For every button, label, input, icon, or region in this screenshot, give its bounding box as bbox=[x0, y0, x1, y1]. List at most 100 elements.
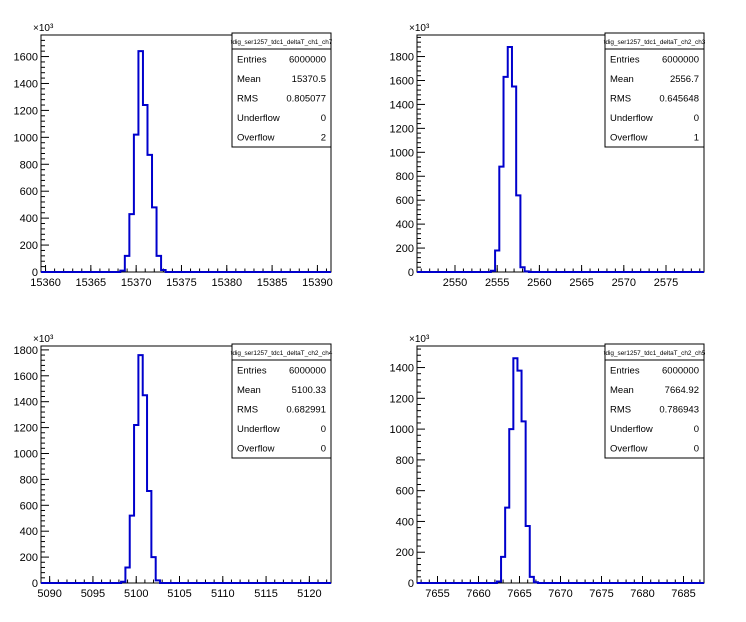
x-tick-label: 15365 bbox=[76, 277, 107, 289]
y-tick-label: 1600 bbox=[390, 75, 414, 87]
histogram-bin bbox=[497, 581, 501, 583]
histogram-panel-3: 0 200 400 600 800 1000 1200 1400 1600 1800 5090 509… bbox=[14, 334, 333, 600]
histogram-panel-4: 0 200 400 600 800 1000 1200 1400 7655 7660 7665 767… bbox=[390, 334, 706, 600]
histogram-bin bbox=[530, 577, 534, 583]
stat-label: Mean bbox=[237, 385, 261, 396]
y-tick-label: 200 bbox=[20, 240, 38, 252]
y-tick-label: 600 bbox=[396, 486, 414, 498]
y-multiplier-label: ×10³ bbox=[409, 23, 430, 34]
stat-label: Underflow bbox=[610, 424, 653, 435]
histogram-bin bbox=[499, 167, 503, 272]
x-tick-label: 7680 bbox=[630, 588, 654, 600]
stats-box-frame bbox=[231, 343, 332, 459]
stats-box: tdig_ser1257_tdc1_deltaT_ch2_ch3 Entries 6… bbox=[604, 32, 706, 148]
y-tick-label: 600 bbox=[20, 500, 38, 512]
histogram-bin bbox=[152, 207, 157, 272]
y-tick-label: 1800 bbox=[390, 52, 414, 64]
stat-value: 0.645648 bbox=[659, 94, 699, 105]
y-tick-label: 400 bbox=[396, 516, 414, 528]
x-tick-label: 15370 bbox=[121, 277, 152, 289]
histogram-bin bbox=[509, 429, 513, 583]
histogram-bin bbox=[157, 256, 162, 272]
stat-value: 0 bbox=[321, 113, 326, 124]
x-tick-label: 15385 bbox=[257, 277, 288, 289]
stat-value: 0 bbox=[694, 444, 699, 455]
y-tick-label: 1400 bbox=[14, 78, 38, 90]
histogram-bin bbox=[134, 425, 138, 583]
stat-label: RMS bbox=[237, 94, 258, 105]
histogram-bin bbox=[125, 567, 129, 583]
histogram-bin bbox=[129, 214, 134, 272]
x-tick-label: 7685 bbox=[671, 588, 695, 600]
stat-label: Mean bbox=[610, 385, 634, 396]
x-tick-label: 5090 bbox=[37, 588, 61, 600]
y-tick-label: 1200 bbox=[14, 105, 38, 117]
histogram-bin bbox=[156, 580, 160, 583]
histogram-bin bbox=[125, 256, 130, 272]
x-tick-label: 2550 bbox=[443, 277, 467, 289]
x-tick-label: 15390 bbox=[302, 277, 333, 289]
histogram-line bbox=[41, 354, 331, 584]
stat-label: Entries bbox=[237, 365, 267, 376]
stats-box-frame bbox=[231, 32, 332, 148]
histogram-title: tdig_ser1257_tdc1_deltaT_ch2_ch5 bbox=[604, 350, 706, 357]
histogram-bin bbox=[138, 355, 142, 583]
stat-label: Underflow bbox=[237, 424, 280, 435]
y-multiplier-label: ×10³ bbox=[33, 334, 54, 345]
stat-label: Overflow bbox=[237, 133, 275, 144]
y-tick-label: 1200 bbox=[390, 123, 414, 135]
stat-value: 0 bbox=[694, 113, 699, 124]
stat-value: 1 bbox=[694, 133, 699, 144]
y-tick-label: 1400 bbox=[14, 397, 38, 409]
stat-label: RMS bbox=[610, 405, 631, 416]
histogram-bin bbox=[143, 105, 148, 272]
stat-value: 2556.7 bbox=[670, 74, 699, 85]
histogram-bin bbox=[121, 582, 125, 583]
y-tick-label: 600 bbox=[20, 186, 38, 198]
histogram-bin bbox=[151, 557, 155, 583]
y-tick-label: 1000 bbox=[390, 147, 414, 159]
histogram-bin bbox=[512, 86, 516, 272]
stat-label: Underflow bbox=[237, 113, 280, 124]
histogram-title: tdig_ser1257_tdc1_deltaT_ch2_ch3 bbox=[604, 39, 706, 46]
histogram-bin bbox=[120, 271, 125, 272]
stat-label: Mean bbox=[610, 74, 634, 85]
y-tick-label: 1800 bbox=[14, 345, 38, 357]
y-tick-label: 1000 bbox=[14, 132, 38, 144]
x-tick-label: 7660 bbox=[466, 588, 490, 600]
stat-value: 0 bbox=[321, 444, 326, 455]
histogram-bin bbox=[161, 270, 166, 272]
histogram-bin bbox=[522, 421, 526, 583]
y-tick-label: 800 bbox=[396, 455, 414, 467]
histogram-bin bbox=[134, 135, 139, 272]
histogram-bin bbox=[138, 51, 143, 272]
stat-value: 0 bbox=[694, 424, 699, 435]
histogram-bin bbox=[526, 526, 530, 583]
x-tick-label: 2575 bbox=[654, 277, 678, 289]
x-tick-label: 7665 bbox=[507, 588, 531, 600]
y-tick-label: 600 bbox=[396, 195, 414, 207]
x-tick-label: 2555 bbox=[485, 277, 509, 289]
stat-value: 6000000 bbox=[289, 54, 326, 65]
stats-box-frame bbox=[604, 32, 705, 148]
stat-value: 0.805077 bbox=[286, 94, 326, 105]
x-tick-label: 2560 bbox=[527, 277, 551, 289]
y-multiplier-label: ×10³ bbox=[409, 334, 430, 345]
histogram-bin bbox=[534, 582, 538, 583]
y-tick-label: 800 bbox=[396, 171, 414, 183]
stats-box: tdig_ser1257_tdc1_deltaT_ch2_ch4 Entries 6… bbox=[231, 343, 333, 459]
x-tick-label: 15380 bbox=[211, 277, 242, 289]
histogram-bin bbox=[491, 271, 495, 272]
stat-label: Entries bbox=[237, 54, 267, 65]
stat-label: Overflow bbox=[237, 444, 275, 455]
stat-label: Mean bbox=[237, 74, 261, 85]
y-tick-label: 1600 bbox=[14, 371, 38, 383]
stats-box-frame bbox=[604, 343, 705, 459]
x-tick-label: 7670 bbox=[548, 588, 572, 600]
stat-value: 0.682991 bbox=[286, 405, 326, 416]
y-tick-label: 0 bbox=[32, 267, 38, 279]
y-tick-label: 1000 bbox=[14, 448, 38, 460]
stats-box: tdig_ser1257_tdc1_deltaT_ch1_ch7 Entries 6… bbox=[231, 32, 333, 148]
histogram-title: tdig_ser1257_tdc1_deltaT_ch1_ch7 bbox=[231, 39, 333, 46]
